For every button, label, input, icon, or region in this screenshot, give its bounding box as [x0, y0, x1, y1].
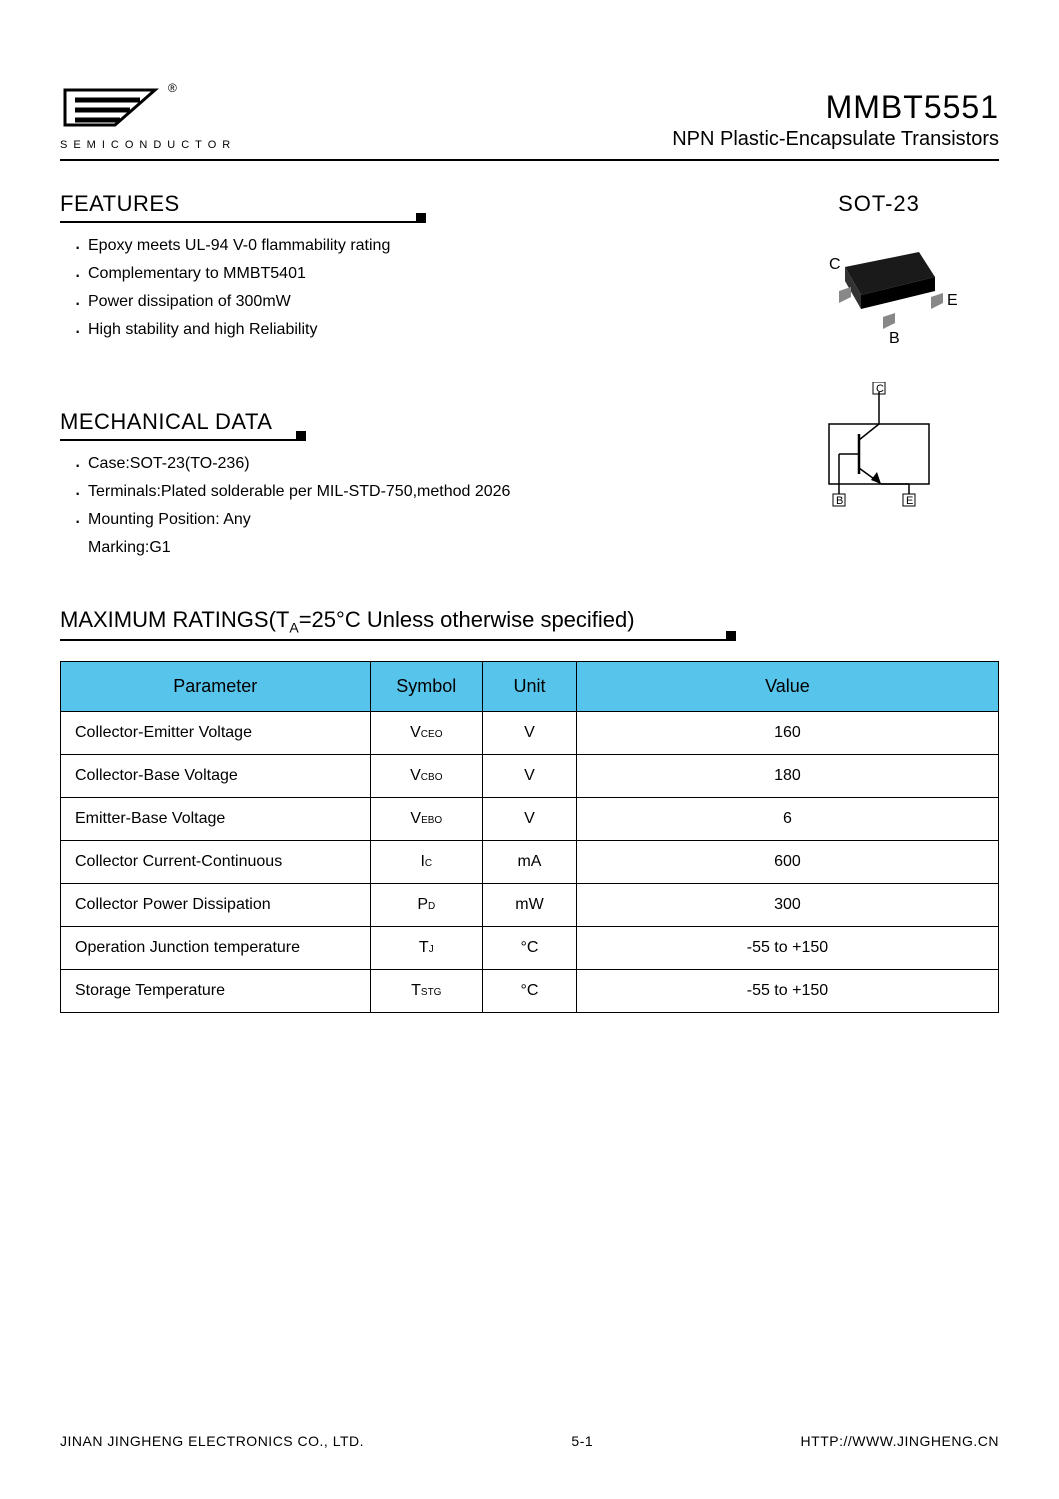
pin-b-label: B: [889, 330, 900, 347]
table-row: Storage TemperatureTSTG°C-55 to +150: [61, 970, 999, 1013]
cell-symbol: VEBO: [370, 798, 483, 841]
header: ® SEMICONDUCTOR MMBT5551 NPN Plastic-Enc…: [60, 80, 999, 151]
cell-value: 160: [576, 712, 998, 755]
marking-text: Marking:G1: [60, 539, 719, 557]
package-3d-icon: C B E: [799, 227, 959, 347]
logo-block: ® SEMICONDUCTOR: [60, 80, 236, 151]
features-title: FEATURES: [60, 191, 420, 223]
footer-company: JINAN JINGHENG ELECTRONICS CO., LTD.: [60, 1433, 364, 1449]
cell-unit: mA: [483, 841, 577, 884]
company-logo-icon: ®: [60, 80, 180, 135]
cell-parameter: Storage Temperature: [61, 970, 371, 1013]
cell-symbol: VCEO: [370, 712, 483, 755]
mechanical-list: Case:SOT-23(TO-236) Terminals:Plated sol…: [60, 455, 719, 529]
table-row: Collector Current-ContinuousICmA600: [61, 841, 999, 884]
cell-value: 6: [576, 798, 998, 841]
ratings-title-suffix: =25°C Unless otherwise specified): [299, 607, 635, 632]
table-row: Collector-Base VoltageVCBOV180: [61, 755, 999, 798]
ratings-header-row: Parameter Symbol Unit Value: [61, 662, 999, 712]
cell-value: -55 to +150: [576, 927, 998, 970]
cell-unit: °C: [483, 970, 577, 1013]
cell-unit: V: [483, 712, 577, 755]
header-value: Value: [576, 662, 998, 712]
table-row: Operation Junction temperatureTJ°C-55 to…: [61, 927, 999, 970]
cell-parameter: Collector Power Dissipation: [61, 884, 371, 927]
cell-symbol: VCBO: [370, 755, 483, 798]
mechanical-title: MECHANICAL DATA: [60, 409, 300, 441]
header-parameter: Parameter: [61, 662, 371, 712]
header-unit: Unit: [483, 662, 577, 712]
table-row: Emitter-Base VoltageVEBOV6: [61, 798, 999, 841]
ratings-title-sub: A: [289, 619, 298, 635]
cell-parameter: Collector Current-Continuous: [61, 841, 371, 884]
footer: JINAN JINGHENG ELECTRONICS CO., LTD. 5-1…: [60, 1433, 999, 1449]
cell-parameter: Emitter-Base Voltage: [61, 798, 371, 841]
company-tag: SEMICONDUCTOR: [60, 139, 236, 151]
cell-parameter: Operation Junction temperature: [61, 927, 371, 970]
feature-item: High stability and high Reliability: [74, 321, 719, 339]
feature-item: Power dissipation of 300mW: [74, 293, 719, 311]
cell-unit: V: [483, 798, 577, 841]
subtitle: NPN Plastic-Encapsulate Transistors: [672, 128, 999, 151]
cell-value: -55 to +150: [576, 970, 998, 1013]
cell-parameter: Collector-Base Voltage: [61, 755, 371, 798]
ratings-table: Parameter Symbol Unit Value Collector-Em…: [60, 661, 999, 1013]
transistor-schematic-icon: C B E: [809, 382, 949, 512]
footer-url: HTTP://WWW.JINGHENG.CN: [801, 1433, 999, 1449]
cell-value: 600: [576, 841, 998, 884]
mechanical-item: Mounting Position: Any: [74, 511, 719, 529]
cell-unit: °C: [483, 927, 577, 970]
pin-e-label: E: [947, 292, 958, 309]
feature-item: Epoxy meets UL-94 V-0 flammability ratin…: [74, 237, 719, 255]
cell-unit: V: [483, 755, 577, 798]
table-row: Collector-Emitter VoltageVCEOV160: [61, 712, 999, 755]
mechanical-item: Terminals:Plated solderable per MIL-STD-…: [74, 483, 719, 501]
svg-text:®: ®: [168, 81, 177, 95]
cell-symbol: TJ: [370, 927, 483, 970]
ratings-title-prefix: MAXIMUM RATINGS(T: [60, 607, 289, 632]
schematic-pin-c: C: [876, 383, 884, 395]
cell-unit: mW: [483, 884, 577, 927]
feature-item: Complementary to MMBT5401: [74, 265, 719, 283]
table-row: Collector Power DissipationPDmW300: [61, 884, 999, 927]
cell-parameter: Collector-Emitter Voltage: [61, 712, 371, 755]
cell-value: 180: [576, 755, 998, 798]
title-block: MMBT5551 NPN Plastic-Encapsulate Transis…: [672, 89, 999, 151]
features-list: Epoxy meets UL-94 V-0 flammability ratin…: [60, 237, 719, 339]
package-label: SOT-23: [759, 191, 999, 217]
schematic-pin-e: E: [906, 495, 913, 507]
mechanical-item: Case:SOT-23(TO-236): [74, 455, 719, 473]
cell-symbol: TSTG: [370, 970, 483, 1013]
pin-c-label: C: [829, 256, 841, 273]
cell-value: 300: [576, 884, 998, 927]
cell-symbol: IC: [370, 841, 483, 884]
cell-symbol: PD: [370, 884, 483, 927]
footer-page-number: 5-1: [571, 1433, 593, 1449]
part-number: MMBT5551: [672, 89, 999, 126]
schematic-pin-b: B: [836, 495, 843, 507]
header-rule: [60, 159, 999, 161]
ratings-title: MAXIMUM RATINGS(TA=25°C Unless otherwise…: [60, 607, 730, 641]
header-symbol: Symbol: [370, 662, 483, 712]
